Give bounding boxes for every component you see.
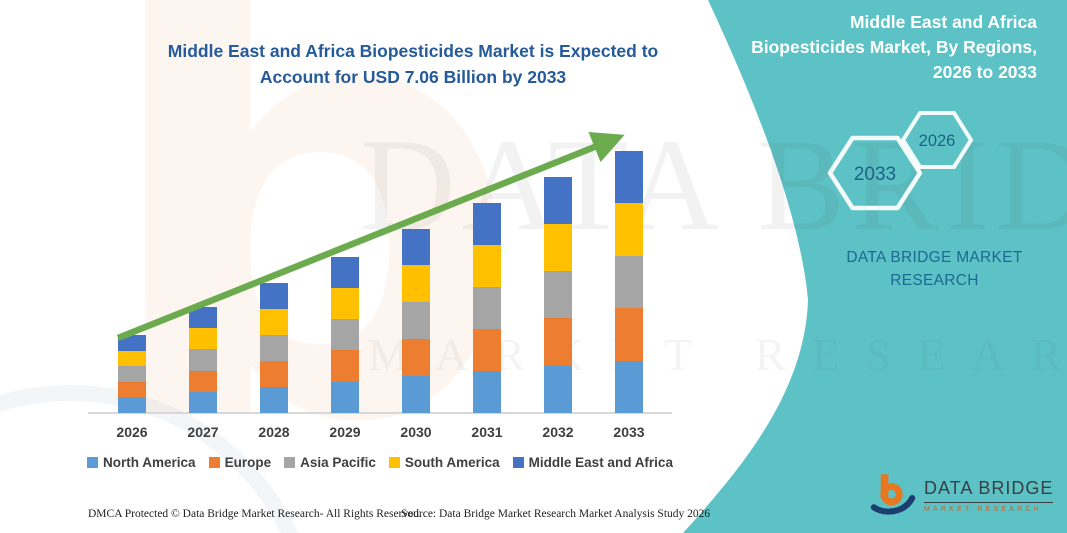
- bar-segment-north-america: [189, 391, 217, 413]
- bar-column-2032: [544, 176, 572, 413]
- bar-segment-asia-pacific: [189, 349, 217, 371]
- bar-segment-middle-east-and-africa: [260, 282, 288, 309]
- company-logo: DATA BRIDGE MARKET RESEARCH: [870, 468, 1054, 522]
- bar-segment-middle-east-and-africa: [473, 202, 501, 245]
- footer-dmca-text: DMCA Protected © Data Bridge Market Rese…: [88, 508, 422, 520]
- x-axis-label-2033: 2033: [613, 424, 645, 440]
- logo-subtitle: MARKET RESEARCH: [924, 505, 1042, 513]
- bar-segment-asia-pacific: [118, 366, 146, 382]
- bar-segment-north-america: [331, 381, 359, 413]
- year-hexagons: 2033 2026: [827, 111, 973, 211]
- bar-segment-europe: [473, 328, 501, 371]
- legend-item-europe: Europe: [208, 455, 272, 470]
- bar-segment-north-america: [402, 376, 430, 413]
- x-axis-label-2029: 2029: [329, 424, 361, 440]
- legend-item-middle-east-and-africa: Middle East and Africa: [512, 455, 673, 470]
- legend-label: North America: [103, 455, 196, 470]
- bar-segment-asia-pacific: [260, 334, 288, 361]
- legend-swatch-icon: [512, 457, 524, 468]
- bar-segment-europe: [189, 370, 217, 392]
- panel-title-line3: 2026 to 2033: [932, 62, 1037, 82]
- brand-text-line2: RESEARCH: [890, 272, 979, 289]
- hexagon-2033: [827, 135, 923, 211]
- hexagon-2033-label: 2033: [854, 164, 896, 185]
- legend-item-north-america: North America: [87, 455, 196, 470]
- bar-column-2028: [260, 282, 288, 413]
- bar-segment-north-america: [615, 360, 643, 413]
- bar-segment-middle-east-and-africa: [189, 307, 217, 329]
- legend-swatch-icon: [388, 457, 400, 468]
- bar-segment-south-america: [118, 350, 146, 367]
- bar-segment-south-america: [544, 223, 572, 272]
- bar-segment-europe: [615, 308, 643, 361]
- chart-title: Middle East and Africa Biopesticides Mar…: [90, 38, 736, 90]
- brand-text: DATA BRIDGE MARKET RESEARCH: [807, 246, 1062, 292]
- bar-segment-north-america: [544, 365, 572, 413]
- legend-item-south-america: South America: [388, 455, 500, 470]
- plot-area: 2026 2027 2028 2029 2030 2031 2032 2033: [85, 118, 680, 440]
- bar-segment-asia-pacific: [544, 271, 572, 319]
- chart-legend: North America Europe Asia Pacific South Ame…: [80, 455, 680, 470]
- bar-segment-asia-pacific: [615, 255, 643, 308]
- bar-segment-middle-east-and-africa: [615, 150, 643, 203]
- bar-segment-asia-pacific: [473, 286, 501, 329]
- legend-label: Middle East and Africa: [528, 455, 673, 470]
- bar-column-2027: [189, 307, 217, 413]
- legend-swatch-icon: [87, 457, 99, 468]
- bar-segment-south-america: [189, 328, 217, 350]
- legend-label: Asia Pacific: [300, 455, 376, 470]
- bar-segment-south-america: [402, 265, 430, 303]
- x-axis-label-2030: 2030: [400, 424, 432, 440]
- legend-label: Europe: [224, 455, 272, 470]
- x-axis-label-2028: 2028: [258, 424, 290, 440]
- bar-segment-middle-east-and-africa: [544, 176, 572, 224]
- hexagon-2026-label: 2026: [919, 132, 956, 150]
- legend-label: South America: [404, 455, 500, 470]
- bar-segment-europe: [118, 381, 146, 398]
- bar-segment-south-america: [331, 287, 359, 320]
- bar-segment-north-america: [473, 370, 501, 413]
- logo-text-group: DATA BRIDGE MARKET RESEARCH: [924, 478, 1054, 513]
- bar-segment-middle-east-and-africa: [118, 335, 146, 351]
- bar-segment-asia-pacific: [331, 319, 359, 351]
- bar-column-2031: [473, 202, 501, 413]
- bar-segment-asia-pacific: [402, 302, 430, 340]
- bar-segment-europe: [544, 318, 572, 366]
- bar-segment-europe: [260, 360, 288, 387]
- panel-title-line2: Biopesticides Market, By Regions,: [751, 37, 1037, 57]
- bar-segment-europe: [402, 339, 430, 377]
- brand-text-line1: DATA BRIDGE MARKET: [846, 249, 1023, 266]
- bar-segment-south-america: [473, 244, 501, 287]
- panel-title-line1: Middle East and Africa: [849, 12, 1037, 32]
- bar-segment-middle-east-and-africa: [331, 256, 359, 288]
- x-axis-label-2027: 2027: [187, 424, 219, 440]
- bar-column-2029: [331, 256, 359, 413]
- chart-title-line1: Middle East and Africa Biopesticides Mar…: [167, 41, 659, 61]
- x-axis-line: [88, 412, 672, 414]
- hexagon-2026: [901, 111, 973, 169]
- x-axis-label-2026: 2026: [116, 424, 148, 440]
- bar-segment-south-america: [260, 308, 288, 335]
- bar-column-2030: [402, 228, 430, 413]
- bar-segment-europe: [331, 350, 359, 382]
- x-axis-label-2032: 2032: [542, 424, 574, 440]
- legend-swatch-icon: [284, 457, 296, 468]
- databridge-logo-icon: [870, 474, 916, 515]
- footer-source-text: Source: Data Bridge Market Research Mark…: [401, 508, 711, 520]
- chart-title-line2: Account for USD 7.06 Billion by 2033: [259, 67, 567, 87]
- legend-swatch-icon: [208, 457, 220, 468]
- bar-segment-middle-east-and-africa: [402, 228, 430, 266]
- bar-column-2026: [118, 335, 146, 413]
- bar-segment-south-america: [615, 203, 643, 256]
- x-axis-label-2031: 2031: [471, 424, 503, 440]
- bar-column-2033: [615, 150, 643, 413]
- bar-segment-north-america: [118, 397, 146, 413]
- bar-segment-north-america: [260, 386, 288, 413]
- logo-name: DATA BRIDGE: [924, 478, 1054, 503]
- legend-item-asia-pacific: Asia Pacific: [284, 455, 376, 470]
- panel-title: Middle East and Africa Biopesticides Mar…: [727, 10, 1037, 85]
